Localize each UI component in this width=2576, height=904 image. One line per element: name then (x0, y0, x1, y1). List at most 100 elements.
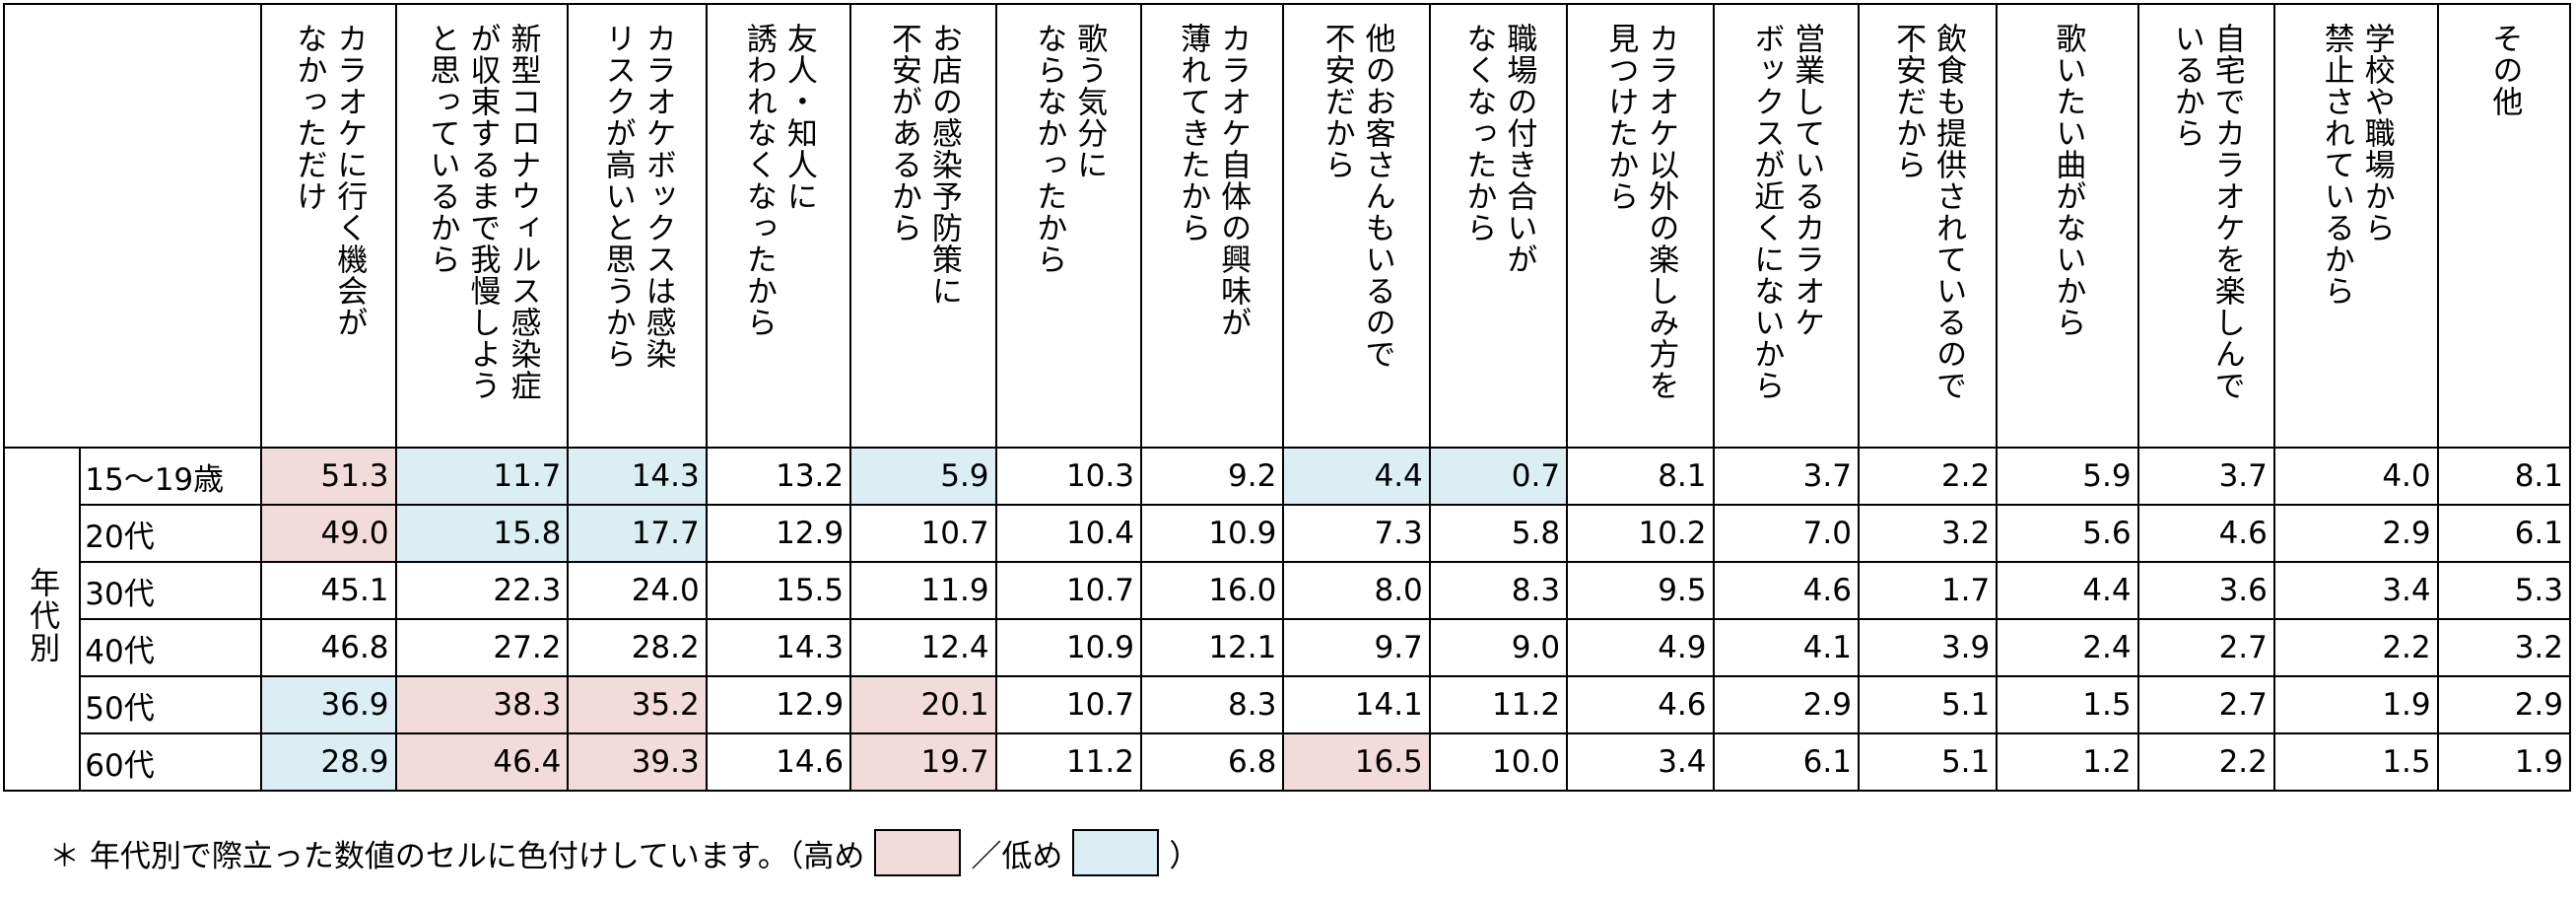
column-header-label: カラオケに行く機会が なかっただけ (291, 23, 368, 338)
data-cell: 8.3 (1139, 675, 1285, 734)
column-header: その他 (2436, 3, 2572, 449)
footnote-close: ） (1169, 838, 1200, 874)
column-header: 新型コロナウィルス感染症 が収束するまで我慢しよう と思っているから (394, 3, 570, 449)
data-cell: 16.0 (1139, 561, 1285, 620)
data-cell: 1.9 (2272, 675, 2439, 734)
column-header-label: 友人・知人に 誘われなくなったから (740, 23, 817, 338)
data-cell: 45.1 (260, 561, 397, 620)
data-cell: 8.3 (1428, 561, 1569, 620)
data-cell: 10.2 (1566, 504, 1715, 563)
data-cell: 15.5 (705, 561, 852, 620)
data-cell: 11.7 (394, 447, 570, 506)
data-cell: 14.6 (705, 732, 852, 792)
data-cell: 3.7 (1712, 447, 1860, 506)
data-cell: 19.7 (849, 732, 997, 792)
table-body: 年代別 15～19歳 51.3 11.7 14.3 13.2 5.9 10.3 9.2 4.4 0.… (2, 447, 2572, 792)
data-cell: 5.9 (1996, 447, 2139, 506)
data-cell: 1.5 (1996, 675, 2139, 734)
data-cell: 22.3 (394, 561, 570, 620)
data-cell: 8.1 (1566, 447, 1715, 506)
data-cell: 1.9 (2436, 732, 2572, 792)
row-label: 40代 (79, 618, 263, 677)
data-cell: 2.4 (1996, 618, 2139, 677)
column-header: 学校や職場から 禁止されているから (2272, 3, 2439, 449)
table-row: 50代 36.9 38.3 35.2 12.9 20.1 10.7 8.3 14.1 11.2 4.… (4, 675, 2572, 734)
data-cell: 9.2 (1139, 447, 1285, 506)
table-row: 20代 49.0 15.8 17.7 12.9 10.7 10.4 10.9 7.3 5.8 10.… (4, 504, 2572, 563)
column-header-label: お店の感染予防策に 不安があるから (885, 23, 962, 307)
data-cell: 51.3 (260, 447, 397, 506)
data-cell: 3.2 (1857, 504, 1999, 563)
column-header: 歌いたい曲がないから (1996, 3, 2139, 449)
data-cell: 49.0 (260, 504, 397, 563)
data-cell: 5.3 (2436, 561, 2572, 620)
column-header: カラオケボックスは感染 リスクが高いと思うから (567, 3, 708, 449)
data-cell: 10.7 (994, 675, 1142, 734)
data-cell: 3.4 (1566, 732, 1715, 792)
data-cell: 7.0 (1712, 504, 1860, 563)
data-cell: 3.4 (2272, 561, 2439, 620)
data-cell: 4.4 (1282, 447, 1431, 506)
data-cell: 9.7 (1282, 618, 1431, 677)
data-cell: 10.0 (1428, 732, 1569, 792)
table-row: 年代別 15～19歳 51.3 11.7 14.3 13.2 5.9 10.3 9.2 4.4 0.… (2, 447, 2572, 792)
data-cell: 9.0 (1428, 618, 1569, 677)
data-cell: 28.9 (260, 732, 397, 792)
data-cell: 0.7 (1428, 447, 1569, 506)
data-cell: 4.1 (1712, 618, 1860, 677)
column-header: 友人・知人に 誘われなくなったから (705, 3, 852, 449)
data-cell: 27.2 (394, 618, 570, 677)
column-header-label: 飲食も提供されているので 不安だから (1890, 23, 1967, 401)
data-cell: 5.6 (1996, 504, 2139, 563)
column-header-label: 営業しているカラオケ ボックスが近くにないから (1748, 23, 1825, 401)
column-header-label: 他のお客さんもいるので 不安だから (1319, 23, 1395, 370)
data-cell: 2.2 (2136, 732, 2275, 792)
data-cell: 4.6 (1566, 675, 1715, 734)
data-cell: 8.1 (2436, 447, 2572, 506)
data-cell: 12.4 (849, 618, 997, 677)
data-cell: 1.5 (2272, 732, 2439, 792)
data-cell: 14.3 (705, 618, 852, 677)
data-cell: 2.7 (2136, 675, 2275, 734)
row-label: 50代 (79, 675, 263, 734)
data-cell: 5.8 (1428, 504, 1569, 563)
data-cell: 7.3 (1282, 504, 1431, 563)
data-cell: 9.5 (1566, 561, 1715, 620)
data-cell: 36.9 (260, 675, 397, 734)
data-cell: 11.2 (994, 732, 1142, 792)
data-cell: 8.0 (1282, 561, 1431, 620)
footnote-text: ＊ 年代別で際立った数値のセルに色付けしています。（高め (49, 838, 865, 874)
column-header: 自宅でカラオケを楽しんで いるから (2136, 3, 2275, 449)
row-label: 15～19歳 (79, 447, 263, 506)
data-cell: 14.1 (1282, 675, 1431, 734)
table-row: 40代 46.8 27.2 28.2 14.3 12.4 10.9 12.1 9.7 9.0 4.9… (4, 618, 2572, 677)
column-header-label: 自宅でカラオケを楽しんで いるから (2168, 23, 2245, 401)
data-cell: 4.0 (2272, 447, 2439, 506)
data-cell: 11.2 (1428, 675, 1569, 734)
data-cell: 2.2 (2272, 618, 2439, 677)
data-cell: 46.4 (394, 732, 570, 792)
data-cell: 46.8 (260, 618, 397, 677)
data-cell: 11.9 (849, 561, 997, 620)
data-cell: 2.9 (1712, 675, 1860, 734)
data-cell: 2.2 (1857, 447, 1999, 506)
row-label: 60代 (79, 732, 263, 792)
data-cell: 28.2 (567, 618, 708, 677)
data-cell: 3.2 (2436, 618, 2572, 677)
column-header-label: 学校や職場から 禁止されているから (2318, 23, 2395, 307)
corner-cell (2, 3, 263, 449)
column-header-label: カラオケ自体の興味が 薄れてきたから (1175, 23, 1252, 338)
data-cell: 1.2 (1996, 732, 2139, 792)
column-header: カラオケ以外の楽しみ方を 見つけたから (1566, 3, 1715, 449)
data-cell: 3.9 (1857, 618, 1999, 677)
data-cell: 2.9 (2272, 504, 2439, 563)
data-cell: 6.1 (2436, 504, 2572, 563)
data-cell: 10.3 (994, 447, 1142, 506)
legend-swatch-high (874, 829, 962, 876)
column-header-label: 歌いたい曲がないから (2050, 23, 2086, 338)
data-cell: 2.9 (2436, 675, 2572, 734)
column-header-label: 歌う気分に ならなかったから (1031, 23, 1108, 275)
header-row: カラオケに行く機会が なかっただけ 新型コロナウィルス感染症 が収束するまで我慢し… (2, 3, 2572, 449)
table-row: 30代 45.1 22.3 24.0 15.5 11.9 10.7 16.0 8.0 8.3 9.5… (4, 561, 2572, 620)
column-header-label: 新型コロナウィルス感染症 が収束するまで我慢しよう と思っているから (424, 23, 541, 401)
